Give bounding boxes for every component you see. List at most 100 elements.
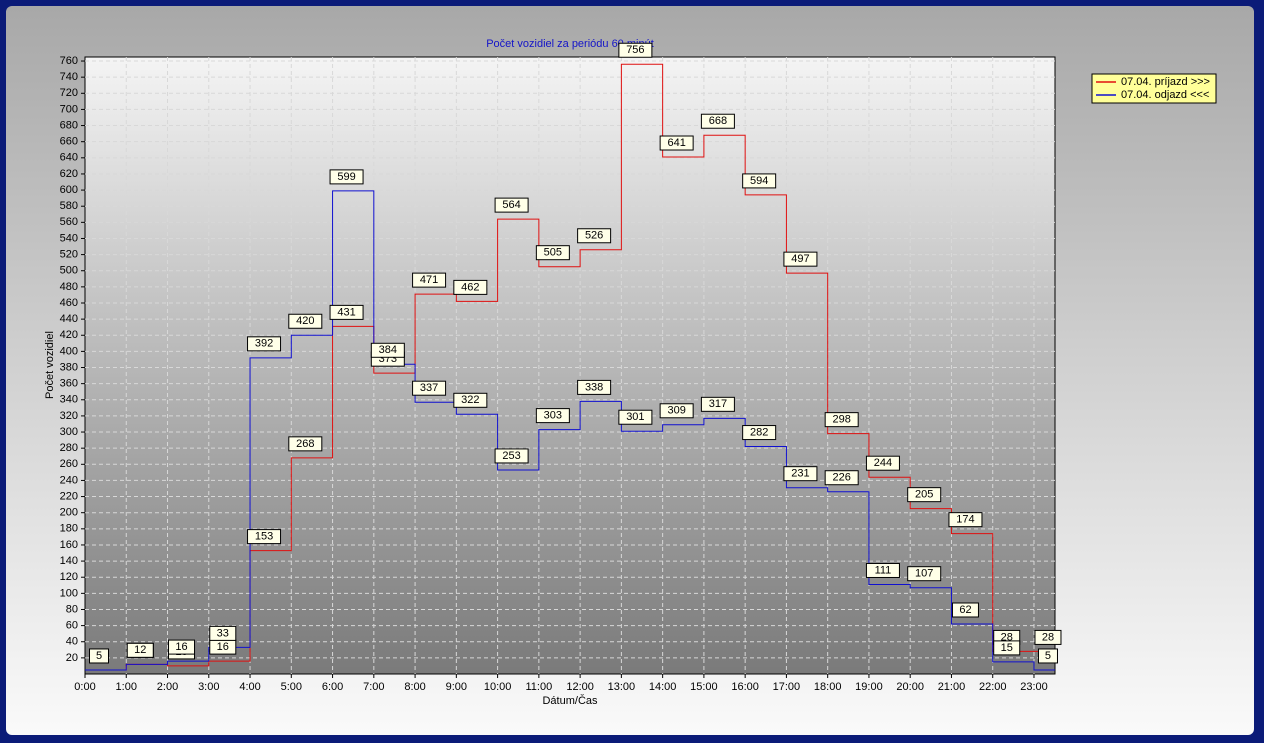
value-label-text: 28	[1001, 631, 1013, 643]
y-tick-label: 680	[60, 119, 78, 131]
x-tick-label: 21:00	[938, 681, 966, 693]
y-tick-label: 560	[60, 216, 78, 228]
value-label-text: 15	[1001, 642, 1013, 654]
value-label: 12	[126, 642, 154, 658]
value-label-text: 12	[134, 644, 146, 656]
value-label-text: 174	[956, 514, 974, 526]
value-label-text: 5	[96, 650, 102, 662]
value-label-box	[1034, 629, 1062, 645]
y-tick-label: 500	[60, 265, 78, 277]
y-tick-label: 440	[60, 313, 78, 325]
value-label-box	[494, 448, 529, 464]
y-tick-label: 700	[60, 103, 78, 115]
y-tick-label: 520	[60, 249, 78, 261]
x-tick-label: 22:00	[979, 681, 1007, 693]
value-label-box	[168, 639, 196, 655]
y-tick-label: 420	[60, 329, 78, 341]
value-label-box	[247, 336, 282, 352]
value-label-box	[329, 304, 364, 320]
value-label-box	[824, 412, 859, 428]
y-tick-label: 460	[60, 297, 78, 309]
x-tick-label: 15:00	[690, 681, 718, 693]
x-tick-label: 4:00	[239, 681, 260, 693]
value-label: 526	[577, 228, 612, 244]
value-label: 16	[209, 639, 237, 655]
plot-area	[84, 56, 1056, 675]
value-label-text: 420	[296, 315, 314, 327]
y-tick-label: 280	[60, 442, 78, 454]
value-label-text: 5	[1045, 650, 1051, 662]
legend-label: 07.04. príjazd >>>	[1121, 76, 1210, 88]
value-label-box	[742, 173, 777, 189]
value-label-text: 282	[750, 426, 768, 438]
value-label: 309	[659, 403, 694, 419]
value-label-text: 756	[626, 44, 644, 56]
x-tick-label: 12:00	[566, 681, 594, 693]
value-label-box	[535, 245, 570, 261]
value-label-box	[577, 379, 612, 395]
value-label-box	[907, 566, 942, 582]
value-label-box	[288, 313, 323, 329]
value-label-box	[453, 279, 488, 295]
value-label: 253	[494, 448, 529, 464]
x-tick-label: 20:00	[896, 681, 924, 693]
value-label: 668	[700, 113, 735, 129]
value-label: 431	[329, 304, 364, 320]
value-label: 497	[783, 251, 818, 267]
legend-box	[1091, 73, 1217, 104]
chart-title: Počet vozidiel za periódu 60 minút	[486, 38, 654, 50]
value-label-box	[951, 602, 979, 618]
value-label-text: 16	[175, 641, 187, 653]
value-label-text: 668	[709, 115, 727, 127]
y-tick-label: 760	[60, 55, 78, 67]
value-label-box	[329, 169, 364, 185]
y-tick-label: 620	[60, 168, 78, 180]
value-label: 505	[535, 245, 570, 261]
value-label-text: 497	[791, 253, 809, 265]
value-label-box	[783, 466, 818, 482]
y-tick-label: 740	[60, 71, 78, 83]
y-tick-label: 600	[60, 184, 78, 196]
value-label: 317	[700, 396, 735, 412]
value-label-box	[89, 648, 109, 664]
y-axis-label: Počet vozidiel	[44, 331, 56, 399]
value-label-text: 62	[959, 604, 971, 616]
x-tick-label: 3:00	[198, 681, 219, 693]
value-label-text: 505	[544, 247, 562, 259]
value-label-box	[453, 392, 488, 408]
value-label-text: 107	[915, 568, 933, 580]
value-label-text: 253	[502, 450, 520, 462]
x-axis-label: Dátum/Čas	[542, 694, 598, 707]
y-tick-label: 640	[60, 152, 78, 164]
value-label: 268	[288, 436, 323, 452]
value-label-text: 205	[915, 489, 933, 501]
value-label-text: 298	[833, 414, 851, 426]
x-tick-label: 5:00	[281, 681, 302, 693]
y-tick-label: 380	[60, 361, 78, 373]
value-label-text: 111	[875, 564, 892, 576]
value-label-box	[370, 342, 405, 358]
x-tick-label: 18:00	[814, 681, 842, 693]
y-tick-label: 80	[66, 603, 78, 615]
legend: 07.04. príjazd >>>07.04. odjazd <<<	[1091, 73, 1217, 104]
value-label: 111	[865, 562, 900, 578]
value-label: 599	[329, 169, 364, 185]
y-tick-label: 720	[60, 87, 78, 99]
y-tick-label: 60	[66, 620, 78, 632]
value-label: 62	[951, 602, 979, 618]
value-label-box	[659, 403, 694, 419]
y-tick-label: 540	[60, 232, 78, 244]
y-tick-label: 340	[60, 394, 78, 406]
value-label: 301	[618, 409, 653, 425]
value-label-text: 338	[585, 381, 603, 393]
value-label: 303	[535, 408, 570, 424]
value-label: 756	[618, 42, 653, 58]
value-label-text: 268	[296, 438, 314, 450]
value-label-text: 594	[750, 175, 768, 187]
value-label: 15	[993, 640, 1021, 656]
value-label-text: 431	[337, 306, 355, 318]
y-tick-label: 100	[60, 587, 78, 599]
value-label: 564	[494, 197, 529, 213]
y-tick-label: 40	[66, 636, 78, 648]
value-label-text: 599	[337, 171, 355, 183]
